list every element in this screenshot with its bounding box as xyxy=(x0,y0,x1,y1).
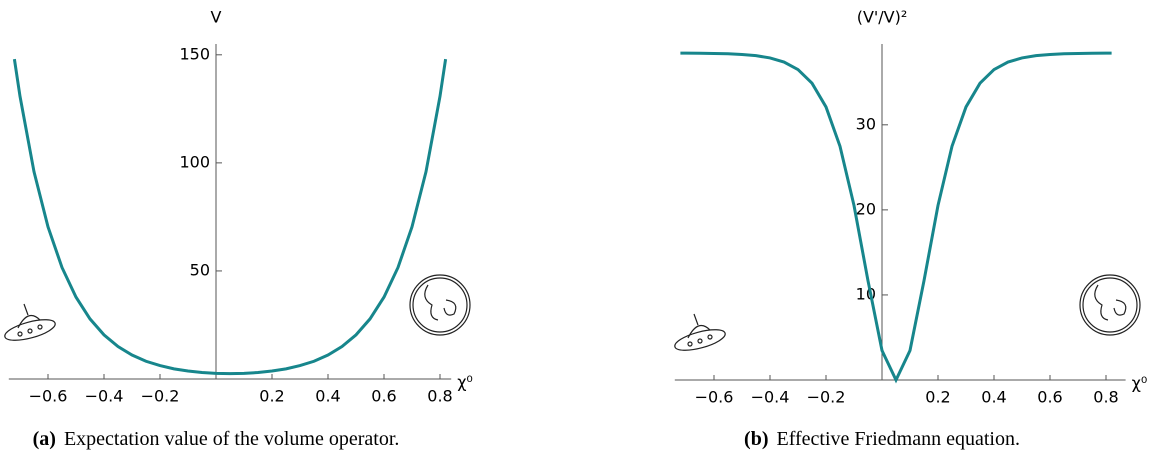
caption: (a) Expectation value of the volume opera… xyxy=(33,428,400,450)
x-tick-label: 0.8 xyxy=(427,387,452,406)
caption-label: (b) xyxy=(744,428,768,450)
y-tick-label: 100 xyxy=(179,152,210,171)
x-tick-label: 0.2 xyxy=(925,388,950,407)
caption-text: Expectation value of the volume operator… xyxy=(64,428,399,450)
x-tick-label: −0.4 xyxy=(751,388,790,407)
figure: −0.6 −0.4 −0.2 0.2 0.4 0.6 0.8 50 100 150Vχ⁰ (a) Ex… xyxy=(0,0,1160,454)
y-axis-label: V xyxy=(211,8,222,27)
x-tick-label: 0.4 xyxy=(981,388,1006,407)
y-axis-label: (V'/V)² xyxy=(857,8,908,27)
y-tick-label: 50 xyxy=(190,260,210,279)
x-axis-label: χ⁰ xyxy=(457,373,473,392)
y-tick-label: 150 xyxy=(179,44,210,63)
x-tick-label: 0.8 xyxy=(1093,388,1118,407)
line-series xyxy=(680,53,1111,380)
x-tick-label: −0.6 xyxy=(29,387,68,406)
x-axis-label: χ⁰ xyxy=(1132,374,1148,393)
line-series xyxy=(14,59,445,373)
x-tick-label: −0.6 xyxy=(695,388,734,407)
x-tick-label: −0.4 xyxy=(85,387,124,406)
x-tick-label: 0.4 xyxy=(315,387,340,406)
y-tick-label: 30 xyxy=(856,114,876,133)
y-tick-label: 20 xyxy=(856,199,876,218)
earth-icon xyxy=(410,275,470,335)
x-tick-label: −0.2 xyxy=(141,387,180,406)
earth-icon xyxy=(1080,275,1140,335)
caption-label: (a) xyxy=(33,428,56,450)
x-tick-label: 0.6 xyxy=(371,387,396,406)
x-tick-label: 0.2 xyxy=(259,387,284,406)
x-tick-label: 0.6 xyxy=(1037,388,1062,407)
ufo-icon xyxy=(3,304,57,344)
ufo-icon xyxy=(673,314,727,354)
caption: (b) Effective Friedmann equation. xyxy=(744,428,1020,450)
x-tick-label: −0.2 xyxy=(807,388,846,407)
caption-text: Effective Friedmann equation. xyxy=(777,428,1020,450)
